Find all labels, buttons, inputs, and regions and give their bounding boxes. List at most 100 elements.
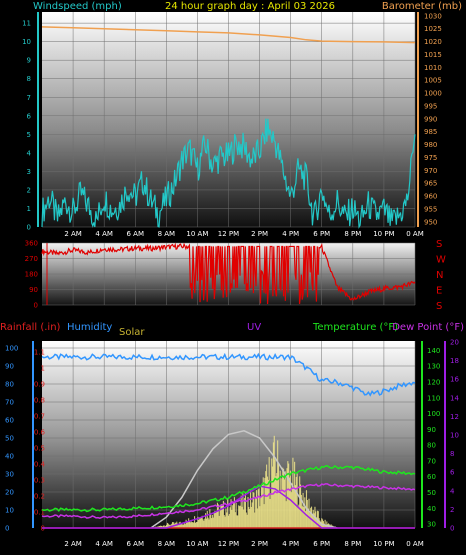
uv-tick-label: 10 [450, 432, 459, 440]
solar-bar [218, 515, 220, 528]
solar-bar [312, 509, 314, 528]
solar-bar [300, 494, 302, 528]
solar-bar [261, 483, 263, 528]
panel1-x-tick-label: 10 AM [186, 230, 208, 238]
solar-bar [232, 505, 234, 528]
panel3-x-tick-label: 6 AM [126, 540, 144, 548]
solar-bar [249, 490, 252, 528]
direction-tick-label: 270 [25, 255, 38, 263]
solar-bar [274, 459, 276, 528]
solar-bar [281, 478, 283, 528]
solar-bar [171, 522, 174, 528]
solar-bar [288, 463, 290, 528]
temperature-line [41, 465, 416, 513]
solar-bar [216, 511, 218, 528]
solar-bar [288, 477, 291, 528]
solar-bar [259, 506, 261, 528]
solar-bar [227, 515, 230, 528]
panel3-x-tick-label: 12 PM [218, 540, 239, 548]
solar-bar [233, 497, 235, 528]
solar-bar [242, 493, 244, 528]
solar-bar [162, 525, 164, 528]
solar-bar [238, 506, 241, 528]
solar-bar [234, 512, 236, 528]
windspeed-tick-label: 6 [27, 112, 32, 120]
rainfall-axis-label: Rainfall (.in) [0, 322, 61, 333]
solar-bar [203, 520, 205, 528]
solar-bar [275, 476, 277, 528]
solar-bar [250, 506, 252, 528]
direction-tick-label: 180 [25, 271, 38, 279]
solar-bar [296, 473, 298, 528]
uv-tick-label: 14 [450, 394, 459, 402]
solar-bar [319, 520, 321, 528]
humidity-line [41, 352, 416, 397]
solar-bar [301, 506, 303, 528]
solar-bar [256, 508, 258, 528]
solar-bar [299, 484, 302, 528]
solar-bar [255, 497, 257, 528]
solar-bar [202, 519, 204, 528]
windspeed-tick-label: 2 [27, 186, 31, 194]
solar-bar [318, 518, 320, 528]
solar-bar [194, 516, 196, 528]
temperature-tick-label: 90 [427, 426, 436, 434]
solar-bar [212, 517, 214, 528]
temperature-tick-label: 110 [427, 394, 440, 402]
solar-bar [315, 511, 317, 528]
barometer-tick-label: 1010 [424, 64, 442, 72]
solar-bar [180, 524, 182, 528]
solar-bar [231, 509, 233, 528]
solar-bar [254, 512, 256, 528]
compass-label: E [436, 286, 442, 297]
barometer-tick-label: 1020 [424, 38, 442, 46]
solar-bar [163, 525, 165, 528]
compass-label: S [436, 301, 442, 312]
temperature-humidity-panel: Rainfall (.in) Humidity Solar UV Tempera… [0, 322, 464, 548]
barometer-tick-label: 965 [424, 180, 437, 188]
rainfall-tick-label: 0.4 [34, 461, 46, 469]
solar-bar [294, 461, 296, 528]
solar-bar [305, 511, 307, 528]
panel1-x-tick-label: 2 AM [64, 230, 82, 238]
solar-bar [191, 522, 193, 528]
panel1-x-tick-label: 6 AM [126, 230, 144, 238]
solar-bar [187, 521, 189, 528]
solar-bar [272, 442, 274, 528]
panel1-x-tick-label: 10 PM [373, 230, 394, 238]
solar-bar [277, 440, 279, 528]
solar-bar [321, 518, 323, 528]
solar-bar [299, 476, 301, 528]
solar-bar [210, 518, 213, 528]
barometer-tick-label: 970 [424, 167, 437, 175]
solar-bar [230, 499, 232, 528]
rainfall-tick-label: 0.9 [34, 381, 45, 389]
humidity-axis-label: Humidity [67, 322, 112, 333]
solar-bar [188, 518, 190, 528]
solar-bar [219, 508, 221, 528]
right-axis-label: Barometer (mb) [382, 1, 462, 12]
humidity-tick-label: 80 [5, 381, 14, 389]
rainfall-tick-label: 0.5 [34, 445, 45, 453]
dewpoint-line [41, 483, 416, 520]
solar-bar [199, 518, 202, 528]
solar-bar [290, 492, 292, 528]
rainfall-tick-label: 1 [41, 365, 45, 373]
solar-bar [324, 519, 326, 528]
panel3-x-tick-label: 4 PM [282, 540, 299, 548]
solar-bar [223, 515, 225, 528]
solar-bar [244, 498, 246, 528]
solar-bar [229, 507, 231, 528]
solar-bar [308, 498, 310, 528]
panel3-x-tick-label: 4 AM [95, 540, 113, 548]
solar-bar [192, 522, 194, 528]
solar-bar [228, 513, 230, 528]
solar-bar [181, 522, 183, 528]
solar-bar [196, 522, 198, 528]
humidity-tick-label: 0 [5, 525, 9, 533]
temperature-tick-label: 140 [427, 347, 440, 355]
solar-bar [273, 435, 275, 528]
humidity-tick-label: 30 [5, 471, 14, 479]
solar-bar [280, 490, 282, 528]
